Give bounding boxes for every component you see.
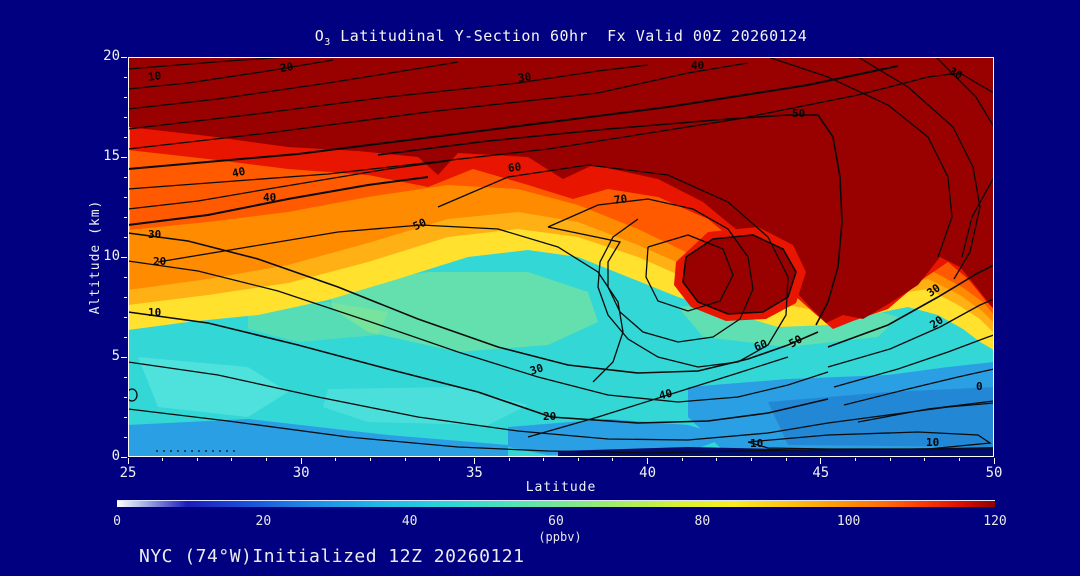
contour-value-label: 40: [263, 191, 277, 204]
contour-value-label: 10: [147, 69, 163, 84]
y-tick: [124, 436, 127, 438]
x-tick: [508, 458, 510, 461]
plot-area: [128, 57, 994, 457]
title-species-subscript: 3: [324, 37, 331, 48]
x-tick-label: 40: [639, 465, 657, 481]
y-tick: [124, 376, 127, 378]
contour-value-label: 10: [148, 306, 162, 319]
x-tick: [785, 458, 787, 461]
y-tick-label: 20: [103, 48, 120, 64]
contour-value-label: 40: [230, 164, 247, 181]
x-tick-label: 50: [985, 465, 1003, 481]
colorbar-tick-label: 120: [983, 514, 1007, 529]
y-tick-label: 0: [111, 448, 120, 464]
y-tick: [124, 336, 127, 338]
x-tick: [196, 458, 198, 461]
y-tick: [121, 356, 127, 358]
y-tick: [121, 56, 127, 58]
x-tick: [647, 458, 649, 464]
y-tick: [121, 456, 127, 458]
x-tick: [854, 458, 856, 461]
x-tick: [889, 458, 891, 461]
contour-lines: [128, 57, 994, 454]
chart-title: O3 Latitudinal Y-Section 60hr Fx Valid 0…: [128, 27, 994, 48]
x-tick: [439, 458, 441, 461]
y-tick: [124, 196, 127, 198]
colorbar-tick-label: 60: [548, 514, 564, 529]
y-tick: [124, 116, 127, 118]
contour-value-label: 20: [278, 59, 295, 76]
contour-value-label: 40: [691, 59, 705, 72]
colorbar-tick-label: 100: [836, 514, 861, 529]
y-tick: [124, 216, 127, 218]
x-tick: [266, 458, 268, 461]
x-tick: [612, 458, 614, 461]
y-tick: [121, 256, 127, 258]
x-tick: [162, 458, 164, 461]
y-tick: [124, 76, 127, 78]
contour-plot-canvas: [128, 57, 994, 457]
contour-value-label: 10: [926, 436, 940, 449]
y-tick: [124, 276, 127, 278]
contour-value-label: 30: [148, 228, 162, 241]
x-tick: [924, 458, 926, 461]
x-tick: [369, 458, 371, 461]
y-tick: [124, 176, 127, 178]
x-tick: [404, 458, 406, 461]
title-text: Latitudinal Y-Section 60hr Fx Valid 00Z …: [330, 27, 808, 45]
x-tick: [335, 458, 337, 461]
y-tick: [124, 96, 127, 98]
contour-value-label: 50: [792, 107, 806, 120]
colorbar-tick-label: 0: [113, 514, 121, 529]
contour-value-label: 30: [517, 70, 533, 85]
x-tick: [716, 458, 718, 461]
x-tick-label: 45: [812, 465, 830, 481]
x-tick-label: 30: [292, 465, 310, 481]
x-tick: [820, 458, 822, 464]
x-tick: [300, 458, 302, 464]
contour-value-label: 0: [976, 380, 983, 393]
y-tick: [124, 396, 127, 398]
y-tick: [124, 316, 127, 318]
y-tick: [124, 296, 127, 298]
x-tick: [127, 458, 129, 464]
x-tick: [958, 458, 960, 461]
x-tick: [681, 458, 683, 461]
colorbar-tick-label: 20: [255, 514, 272, 529]
contour-value-label: 20: [543, 410, 557, 423]
contour-value-label: 20: [153, 255, 167, 268]
footer-init-text: NYC (74°W)Initialized 12Z 20260121: [139, 546, 525, 567]
contour-value-label: 60: [507, 160, 523, 175]
contour-value-label: 70: [613, 192, 629, 207]
y-tick-label: 5: [111, 348, 120, 364]
x-tick: [231, 458, 233, 461]
title-species: O: [314, 27, 325, 45]
y-tick: [121, 156, 127, 158]
contour-value-label: 10: [750, 437, 764, 450]
y-tick-label: 10: [103, 248, 120, 264]
x-tick: [993, 458, 995, 464]
x-tick: [473, 458, 475, 464]
colorbar-gradient: [117, 500, 995, 507]
y-tick: [124, 236, 127, 238]
colorbar-tick-label: 80: [694, 514, 711, 529]
x-tick-label: 25: [119, 465, 137, 481]
x-tick: [543, 458, 545, 461]
x-axis-label: Latitude: [525, 480, 597, 495]
x-tick: [751, 458, 753, 461]
x-tick-label: 35: [465, 465, 483, 481]
y-tick: [124, 416, 127, 418]
y-tick: [124, 136, 127, 138]
colorbar-tick-label: 40: [401, 514, 418, 529]
x-tick: [577, 458, 579, 461]
y-tick-label: 15: [103, 148, 120, 164]
colorbar-unit-label: (ppbv): [538, 530, 582, 544]
